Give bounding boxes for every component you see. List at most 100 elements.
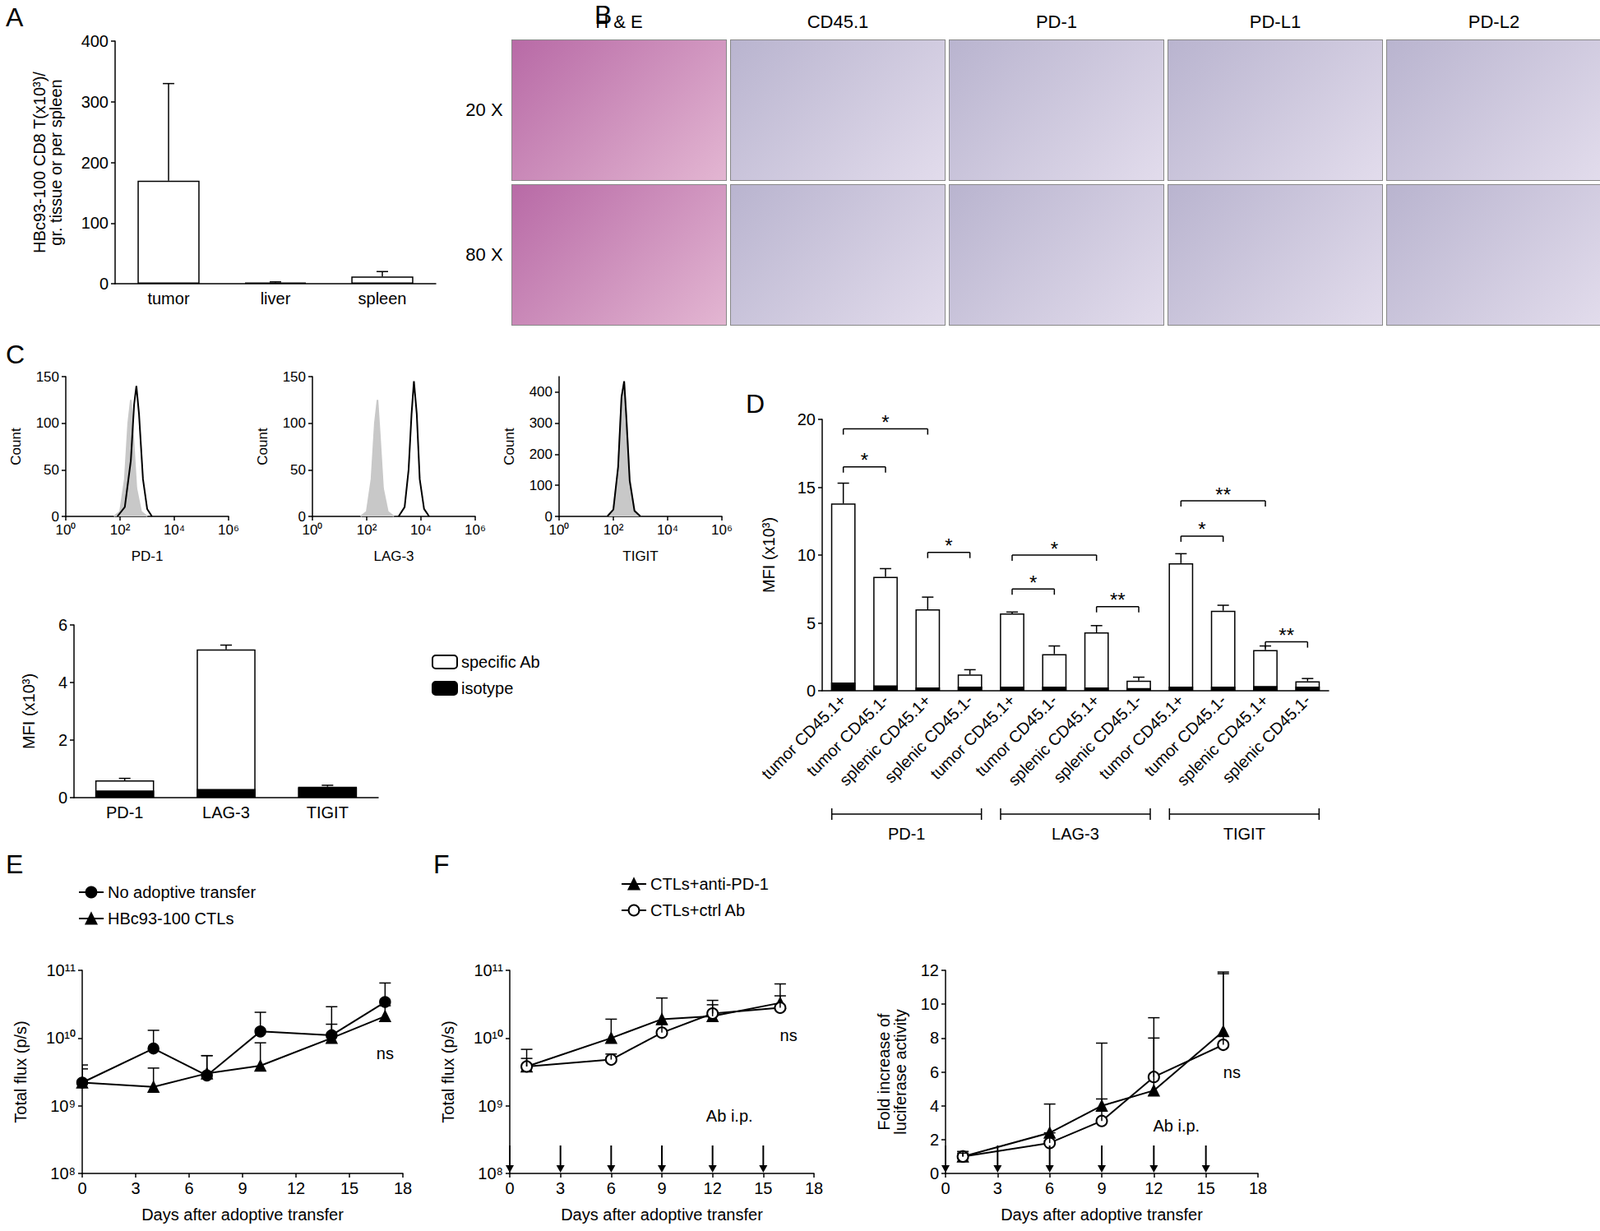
- svg-text:8: 8: [929, 1028, 939, 1047]
- svg-text:specific Ab: specific Ab: [461, 652, 541, 671]
- svg-text:6: 6: [58, 615, 68, 634]
- svg-text:10⁴: 10⁴: [410, 522, 432, 538]
- svg-text:luciferase activity: luciferase activity: [891, 1008, 910, 1134]
- svg-text:HBc93-100 CTLs: HBc93-100 CTLs: [107, 909, 234, 928]
- svg-text:MFI (x10³): MFI (x10³): [759, 517, 778, 593]
- svg-text:18: 18: [393, 1179, 412, 1198]
- svg-text:LAG-3: LAG-3: [373, 548, 414, 565]
- svg-text:0: 0: [806, 681, 816, 700]
- svg-text:9: 9: [237, 1179, 247, 1198]
- svg-text:10⁴: 10⁴: [163, 522, 185, 538]
- svg-text:A: A: [5, 2, 24, 33]
- svg-text:MFI (x10³): MFI (x10³): [19, 673, 38, 750]
- svg-text:gr. tissue or per spleen: gr. tissue or per spleen: [46, 78, 65, 246]
- svg-text:2: 2: [58, 730, 68, 750]
- svg-text:10²: 10²: [603, 522, 625, 538]
- svg-text:150: 150: [36, 369, 60, 385]
- svg-text:100: 100: [529, 477, 553, 494]
- svg-text:18: 18: [1248, 1179, 1268, 1198]
- svg-text:200: 200: [81, 153, 109, 172]
- svg-text:3: 3: [130, 1179, 140, 1198]
- svg-text:50: 50: [43, 462, 60, 478]
- svg-text:10⁰: 10⁰: [55, 522, 77, 538]
- svg-text:Total flux (p/s): Total flux (p/s): [439, 1020, 458, 1123]
- svg-text:20: 20: [797, 410, 816, 429]
- svg-text:ns: ns: [1223, 1063, 1241, 1082]
- svg-text:4: 4: [929, 1096, 939, 1115]
- svg-text:10¹⁰: 10¹⁰: [473, 1028, 504, 1047]
- svg-text:10²: 10²: [110, 522, 131, 538]
- svg-text:PD-1: PD-1: [887, 824, 926, 843]
- svg-text:6: 6: [929, 1063, 939, 1082]
- svg-text:Total flux (p/s): Total flux (p/s): [11, 1020, 30, 1123]
- svg-text:CTLs+anti-PD-1: CTLs+anti-PD-1: [650, 874, 769, 893]
- svg-text:300: 300: [529, 415, 553, 431]
- svg-text:15: 15: [1197, 1179, 1216, 1198]
- svg-text:Count: Count: [254, 427, 271, 466]
- svg-text:**: **: [1109, 588, 1126, 611]
- svg-text:5: 5: [806, 614, 816, 633]
- svg-text:10⁶: 10⁶: [464, 522, 486, 538]
- svg-text:10⁸: 10⁸: [477, 1164, 504, 1183]
- svg-text:HBc93-100 CD8 T(x10³)/: HBc93-100 CD8 T(x10³)/: [30, 71, 49, 254]
- svg-text:Ab i.p.: Ab i.p.: [706, 1106, 754, 1125]
- svg-text:Count: Count: [8, 427, 24, 466]
- svg-text:0: 0: [58, 788, 68, 807]
- svg-text:12: 12: [286, 1179, 306, 1198]
- svg-text:9: 9: [1096, 1179, 1106, 1198]
- svg-text:10⁶: 10⁶: [711, 522, 733, 538]
- svg-text:10⁰: 10⁰: [302, 522, 324, 538]
- svg-text:ns: ns: [376, 1044, 394, 1063]
- svg-text:0: 0: [504, 1179, 514, 1198]
- svg-text:C: C: [5, 339, 25, 370]
- svg-text:18: 18: [804, 1179, 824, 1198]
- svg-text:ns: ns: [780, 1026, 798, 1045]
- svg-text:10¹¹: 10¹¹: [46, 961, 76, 980]
- svg-text:TIGIT: TIGIT: [306, 803, 349, 822]
- svg-text:spleen: spleen: [358, 289, 407, 308]
- svg-text:isotype: isotype: [461, 679, 514, 698]
- svg-text:3: 3: [993, 1179, 1003, 1198]
- svg-text:LAG-3: LAG-3: [1051, 824, 1100, 843]
- svg-text:100: 100: [36, 415, 60, 431]
- svg-text:F: F: [433, 849, 450, 879]
- svg-text:10⁶: 10⁶: [217, 522, 240, 538]
- svg-text:TIGIT: TIGIT: [622, 548, 658, 565]
- svg-text:3: 3: [555, 1179, 565, 1198]
- svg-text:400: 400: [81, 32, 109, 51]
- svg-text:0: 0: [99, 274, 109, 293]
- svg-text:Ab i.p.: Ab i.p.: [1152, 1116, 1200, 1135]
- svg-text:400: 400: [529, 383, 553, 400]
- svg-text:Count: Count: [501, 427, 518, 466]
- svg-text:Fold increase of: Fold increase of: [874, 1012, 893, 1131]
- svg-text:100: 100: [81, 213, 109, 232]
- svg-text:0: 0: [940, 1179, 950, 1198]
- svg-text:LAG-3: LAG-3: [202, 803, 250, 822]
- svg-text:200: 200: [529, 446, 553, 463]
- svg-text:10⁹: 10⁹: [50, 1096, 76, 1115]
- svg-text:*: *: [1197, 517, 1206, 541]
- svg-text:**: **: [1278, 624, 1295, 647]
- svg-text:15: 15: [340, 1179, 359, 1198]
- svg-text:0: 0: [77, 1179, 87, 1198]
- svg-text:150: 150: [282, 369, 306, 385]
- svg-text:10⁴: 10⁴: [656, 522, 679, 538]
- svg-text:6: 6: [1045, 1179, 1055, 1198]
- svg-text:PD-1: PD-1: [131, 548, 164, 565]
- svg-text:12: 12: [1144, 1179, 1163, 1198]
- svg-text:E: E: [5, 849, 24, 879]
- svg-text:Days after adoptive transfer: Days after adoptive transfer: [560, 1205, 764, 1224]
- svg-text:12: 12: [920, 961, 939, 980]
- svg-text:Days after adoptive transfer: Days after adoptive transfer: [1000, 1205, 1203, 1224]
- svg-text:*: *: [860, 448, 869, 472]
- svg-text:6: 6: [184, 1179, 194, 1198]
- svg-text:15: 15: [753, 1179, 773, 1198]
- svg-text:4: 4: [58, 673, 68, 692]
- svg-text:0: 0: [929, 1164, 939, 1183]
- svg-text:15: 15: [797, 478, 816, 497]
- svg-text:300: 300: [81, 92, 109, 111]
- svg-text:100: 100: [282, 415, 306, 431]
- svg-text:2: 2: [929, 1130, 939, 1149]
- svg-text:*: *: [1029, 571, 1037, 594]
- svg-text:10: 10: [797, 545, 816, 565]
